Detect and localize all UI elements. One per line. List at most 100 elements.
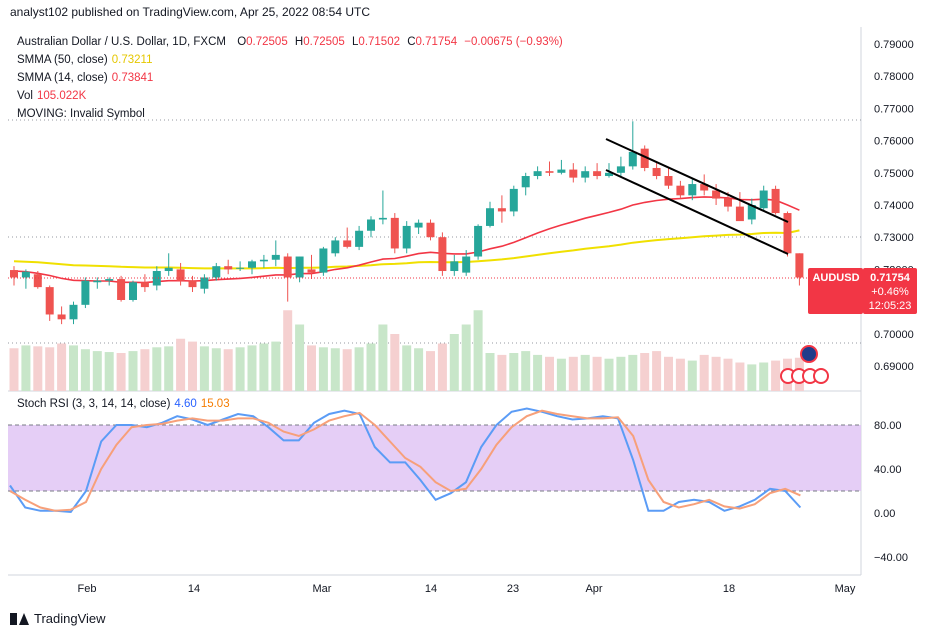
candle-body [378,217,387,220]
candle-body [414,222,423,228]
candle-body [164,267,173,272]
volume-bar [366,343,376,391]
candle-body [236,267,245,269]
volume-value: 105.022K [37,90,87,102]
volume-bar [33,346,43,391]
high-label: H [294,36,304,48]
channel-lower-line[interactable] [605,169,789,255]
candle-body [319,248,328,273]
time-axis-tick: 14 [188,583,200,595]
symbol-legend[interactable]: Australian Dollar / U.S. Dollar, 1D, FXC… [17,36,563,48]
candle-body [81,280,90,305]
volume-bar [699,354,709,391]
candle-body [521,176,530,188]
open-value: 0.72505 [246,36,288,48]
volume-bar [664,356,673,391]
candle-body [224,266,233,270]
volume-bar [521,351,531,391]
volume-bar [485,353,495,391]
candle-body [712,190,721,199]
channel-upper-line[interactable] [605,138,789,223]
stoch-axis-tick: 80.00 [874,420,902,432]
volume-bar [461,324,471,391]
volume-bar [152,347,162,391]
smma50-value: 0.73211 [111,54,153,66]
volume-bar [235,347,245,391]
volume-bar [604,358,614,391]
volume-bar [568,356,578,391]
candle-body [795,253,804,278]
volume-bar [330,348,340,391]
smma50-legend[interactable]: SMMA (50, close) 0.73211 [17,54,152,66]
candle-body [486,208,494,226]
moving-legend[interactable]: MOVING: Invalid Symbol [17,108,145,120]
tradingview-logo-icon [10,612,29,625]
australia-flag-icon[interactable] [800,345,818,363]
volume-bar [307,345,316,391]
price-axis-tick: 0.69000 [874,361,914,373]
volume-bar [45,347,55,391]
candle-body [188,280,197,288]
stoch-d-value: 15.03 [200,398,230,410]
low-value: 0.71502 [358,36,400,48]
stoch-k-value: 4.60 [174,398,197,410]
volume-bar [497,354,507,391]
close-label: C [407,36,416,48]
candle-body [367,219,375,231]
volume-bar [128,351,138,391]
volume-bar [80,349,90,391]
volume-bar [342,349,352,391]
stoch-legend[interactable]: Stoch RSI (3, 3, 14, 14, close) 4.60 15.03 [17,398,230,410]
candle-body [450,261,459,272]
event-markers[interactable] [780,345,829,384]
price-label-change: +0.46% [871,286,909,298]
moving-label: MOVING: Invalid Symbol [17,108,145,120]
volume-bar [640,353,650,391]
candle-body [307,269,316,273]
price-axis-tick: 0.78000 [874,71,914,83]
volume-bar [414,348,424,391]
time-axis-tick: Feb [78,583,97,595]
volume-bar [271,341,281,391]
volume-bar [426,351,435,391]
volume-label: Vol [17,90,33,102]
volume-bar [223,349,233,391]
open-label: O [237,36,247,48]
candle-body [129,282,137,300]
trend-channel[interactable] [605,138,789,255]
volume-bar [378,324,388,391]
volume-bar [188,341,197,391]
smma14-legend[interactable]: SMMA (14, close) 0.73841 [17,72,153,84]
candle-body [569,169,578,178]
candle-body [688,184,697,196]
volume-bar [509,353,519,391]
volume-bar [295,324,305,391]
volume-bar [616,356,626,391]
candle-body [676,185,685,196]
volume-legend[interactable]: Vol 105.022K [17,90,86,102]
price-axis-tick: 0.74000 [874,200,914,212]
volume-bar [687,360,697,391]
candle-body [640,148,649,168]
time-axis-tick: 23 [507,583,519,595]
candle-body [664,176,673,186]
candle-body [200,277,209,289]
candle-body [700,184,709,191]
candle-body [497,208,506,212]
price-pane[interactable] [8,27,861,391]
price-label-value: 0.71754 [870,272,911,284]
volume-bar [164,346,174,391]
price-label-timer: 12:05:23 [869,300,912,312]
us-flag-icon[interactable] [813,368,829,384]
volume-bar [580,354,590,391]
volume-bar [116,353,126,391]
volume-bar [592,356,602,391]
volume-bar [57,343,67,391]
candle-body [462,256,471,273]
volume-bar [247,345,257,391]
candle-body [21,271,30,278]
tradingview-footer[interactable]: TradingView [10,611,106,626]
volume-bar [318,347,328,391]
low-label: L [352,36,359,48]
